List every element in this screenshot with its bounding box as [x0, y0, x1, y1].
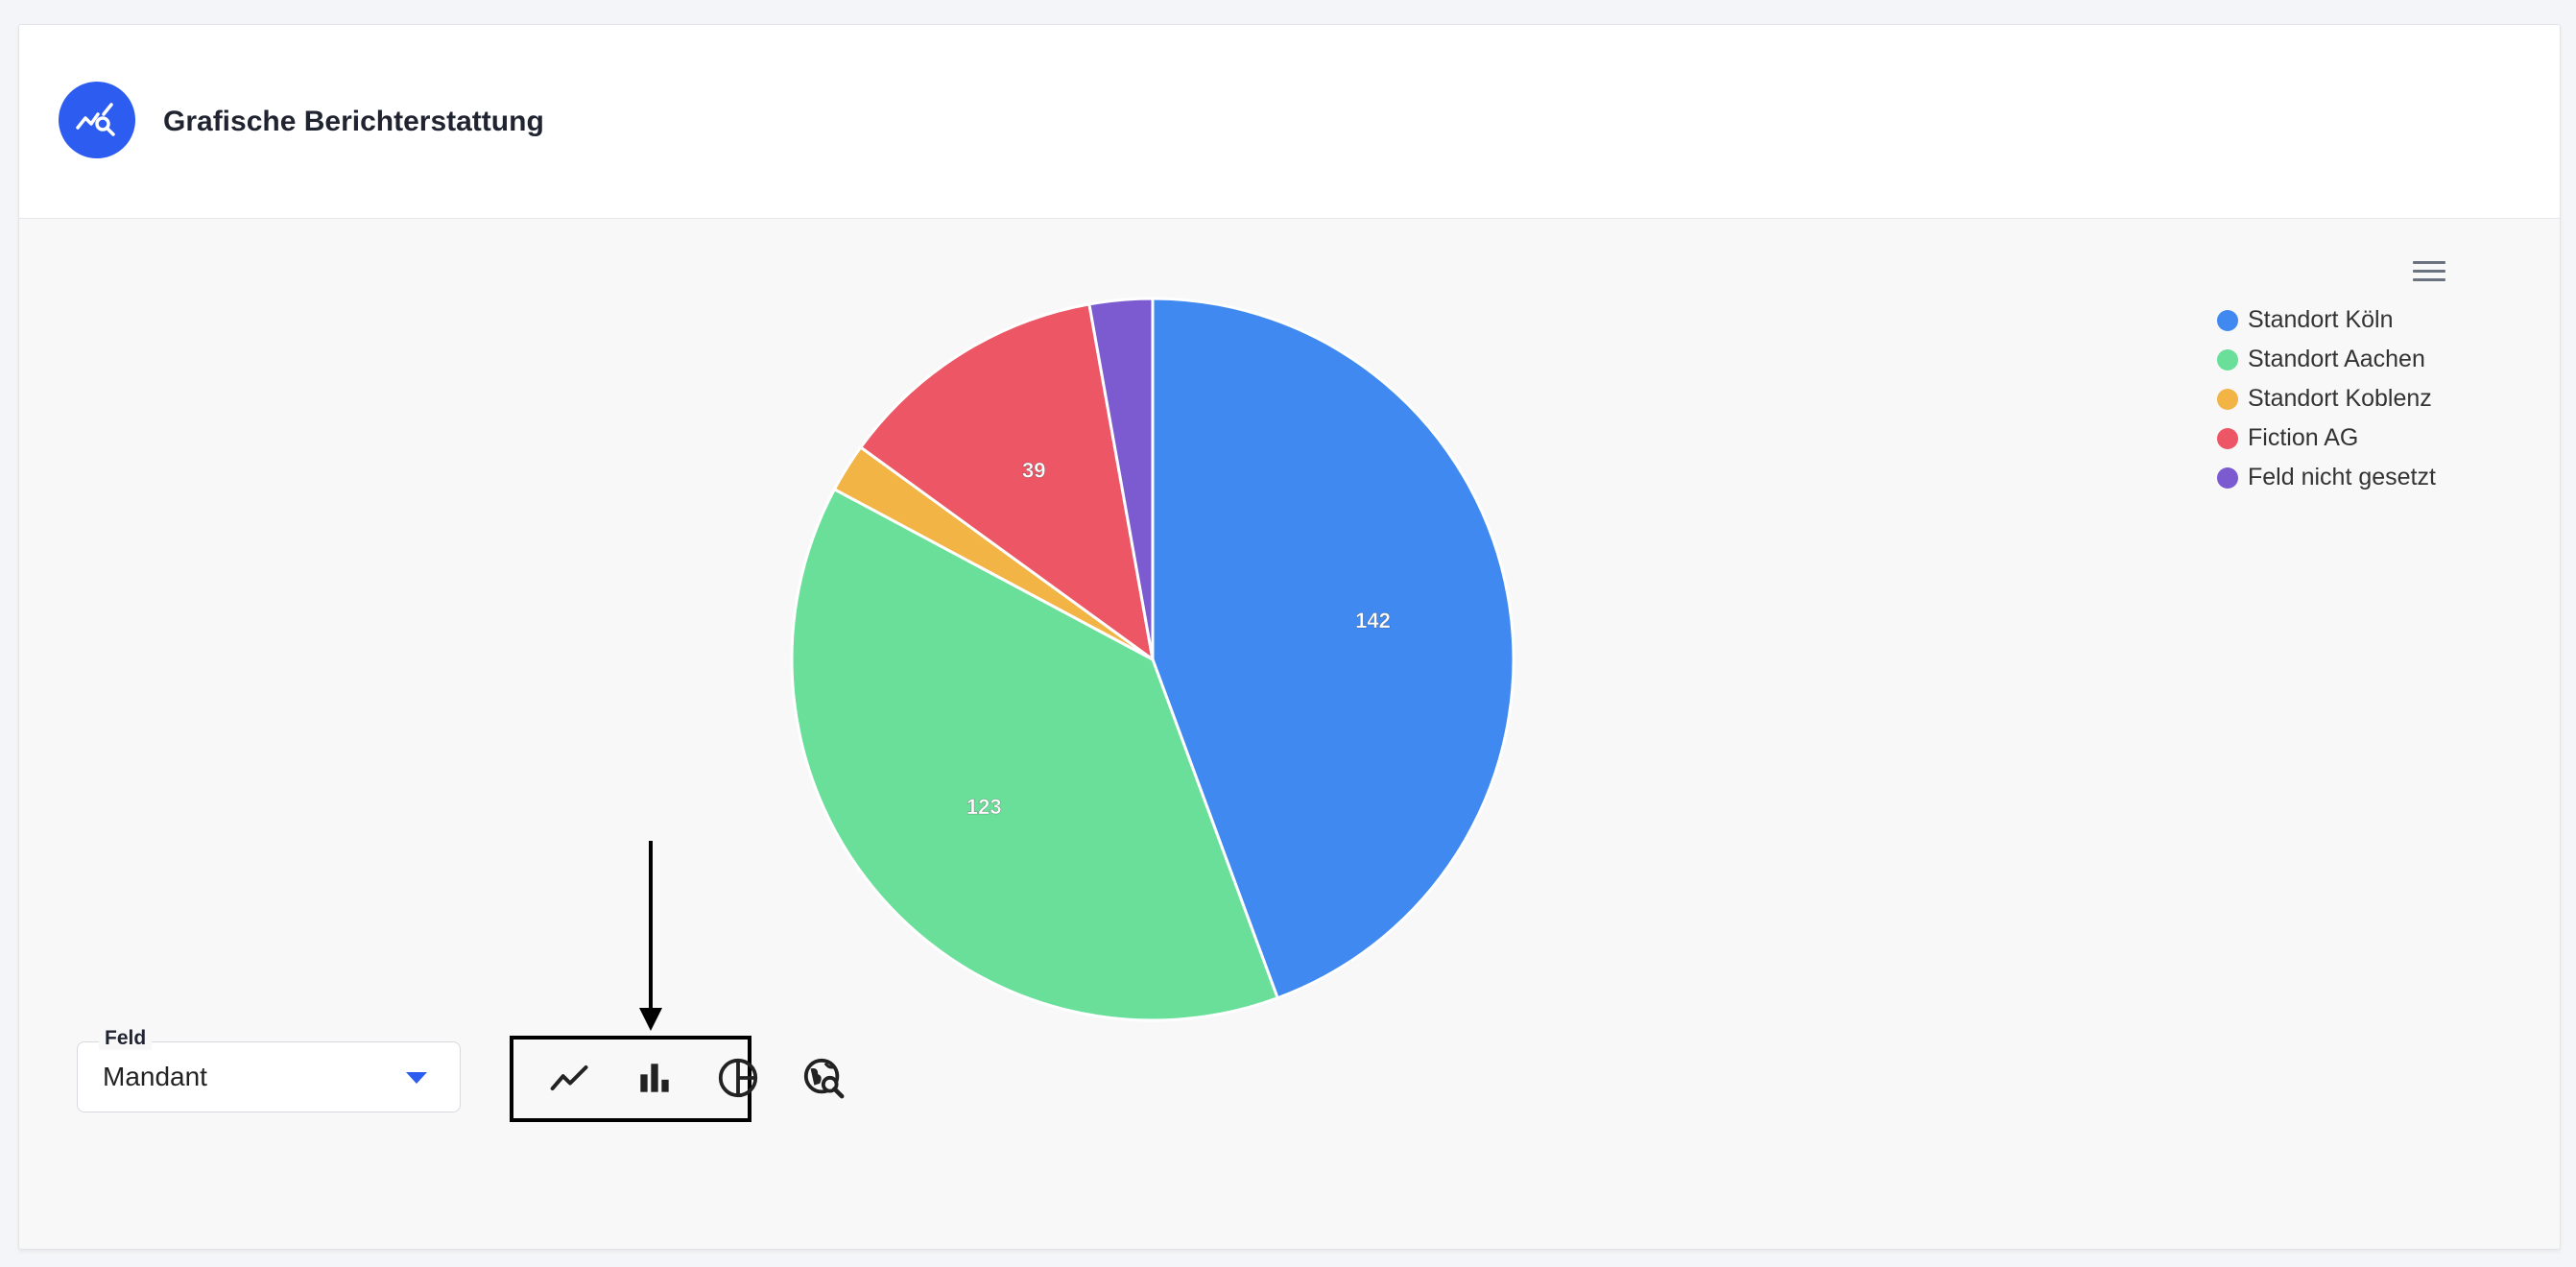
data-label-standort-k-ln: 142: [1355, 609, 1391, 633]
legend-dot: [2217, 348, 2238, 371]
pie-chart-icon: [718, 1058, 758, 1098]
line-chart-icon: [550, 1064, 588, 1091]
legend-item-standort-koeln[interactable]: Standort Köln: [2217, 300, 2436, 340]
bar-chart-button[interactable]: [628, 1051, 681, 1105]
dropdown-arrow-icon[interactable]: [406, 1072, 427, 1084]
field-select-label: Feld: [99, 1027, 153, 1050]
legend-label: Standort Koblenz: [2248, 385, 2432, 412]
data-label-fiction-ag: 39: [1022, 458, 1045, 482]
legend-label: Standort Aachen: [2248, 346, 2425, 372]
legend-label: Fiction AG: [2248, 424, 2359, 451]
legend-label: Standort Köln: [2248, 306, 2394, 333]
chart-legend: Standort Köln Standort Aachen Standort K…: [2217, 300, 2436, 497]
pie-slice-fiction-ag[interactable]: [858, 302, 1156, 663]
card-header: Grafische Berichterstattung: [19, 25, 2560, 219]
data-label-standort-aachen: 123: [966, 795, 1002, 819]
legend-label: Feld nicht gesetzt: [2248, 464, 2436, 490]
bar-chart-icon: [640, 1064, 669, 1092]
legend-dot: [2217, 309, 2238, 331]
legend-dot: [2217, 466, 2238, 489]
pie-slice-feld-nicht-gesetzt[interactable]: [1087, 297, 1155, 660]
legend-dot: [2217, 427, 2238, 449]
pie-chart-button[interactable]: [711, 1051, 765, 1105]
globe-search-button[interactable]: [797, 1051, 850, 1105]
page-title: Grafische Berichterstattung: [163, 106, 544, 137]
line-chart-button[interactable]: [543, 1051, 597, 1105]
globe-search-icon: [803, 1058, 845, 1099]
chart-search-icon: [59, 82, 135, 158]
pie-slice-standort-k-ln[interactable]: [1151, 297, 1515, 1000]
legend-item-fiction-ag[interactable]: Fiction AG: [2217, 418, 2436, 458]
legend-item-feld-nicht-gesetzt[interactable]: Feld nicht gesetzt: [2217, 458, 2436, 497]
legend-item-standort-koblenz[interactable]: Standort Koblenz: [2217, 379, 2436, 418]
pie-slice-standort-aachen[interactable]: [790, 487, 1280, 1022]
field-select-value: Mandant: [103, 1062, 207, 1091]
legend-item-standort-aachen[interactable]: Standort Aachen: [2217, 340, 2436, 379]
chart-menu-icon[interactable]: [2413, 261, 2445, 286]
legend-dot: [2217, 388, 2238, 410]
field-select[interactable]: Feld Mandant: [77, 1027, 461, 1112]
